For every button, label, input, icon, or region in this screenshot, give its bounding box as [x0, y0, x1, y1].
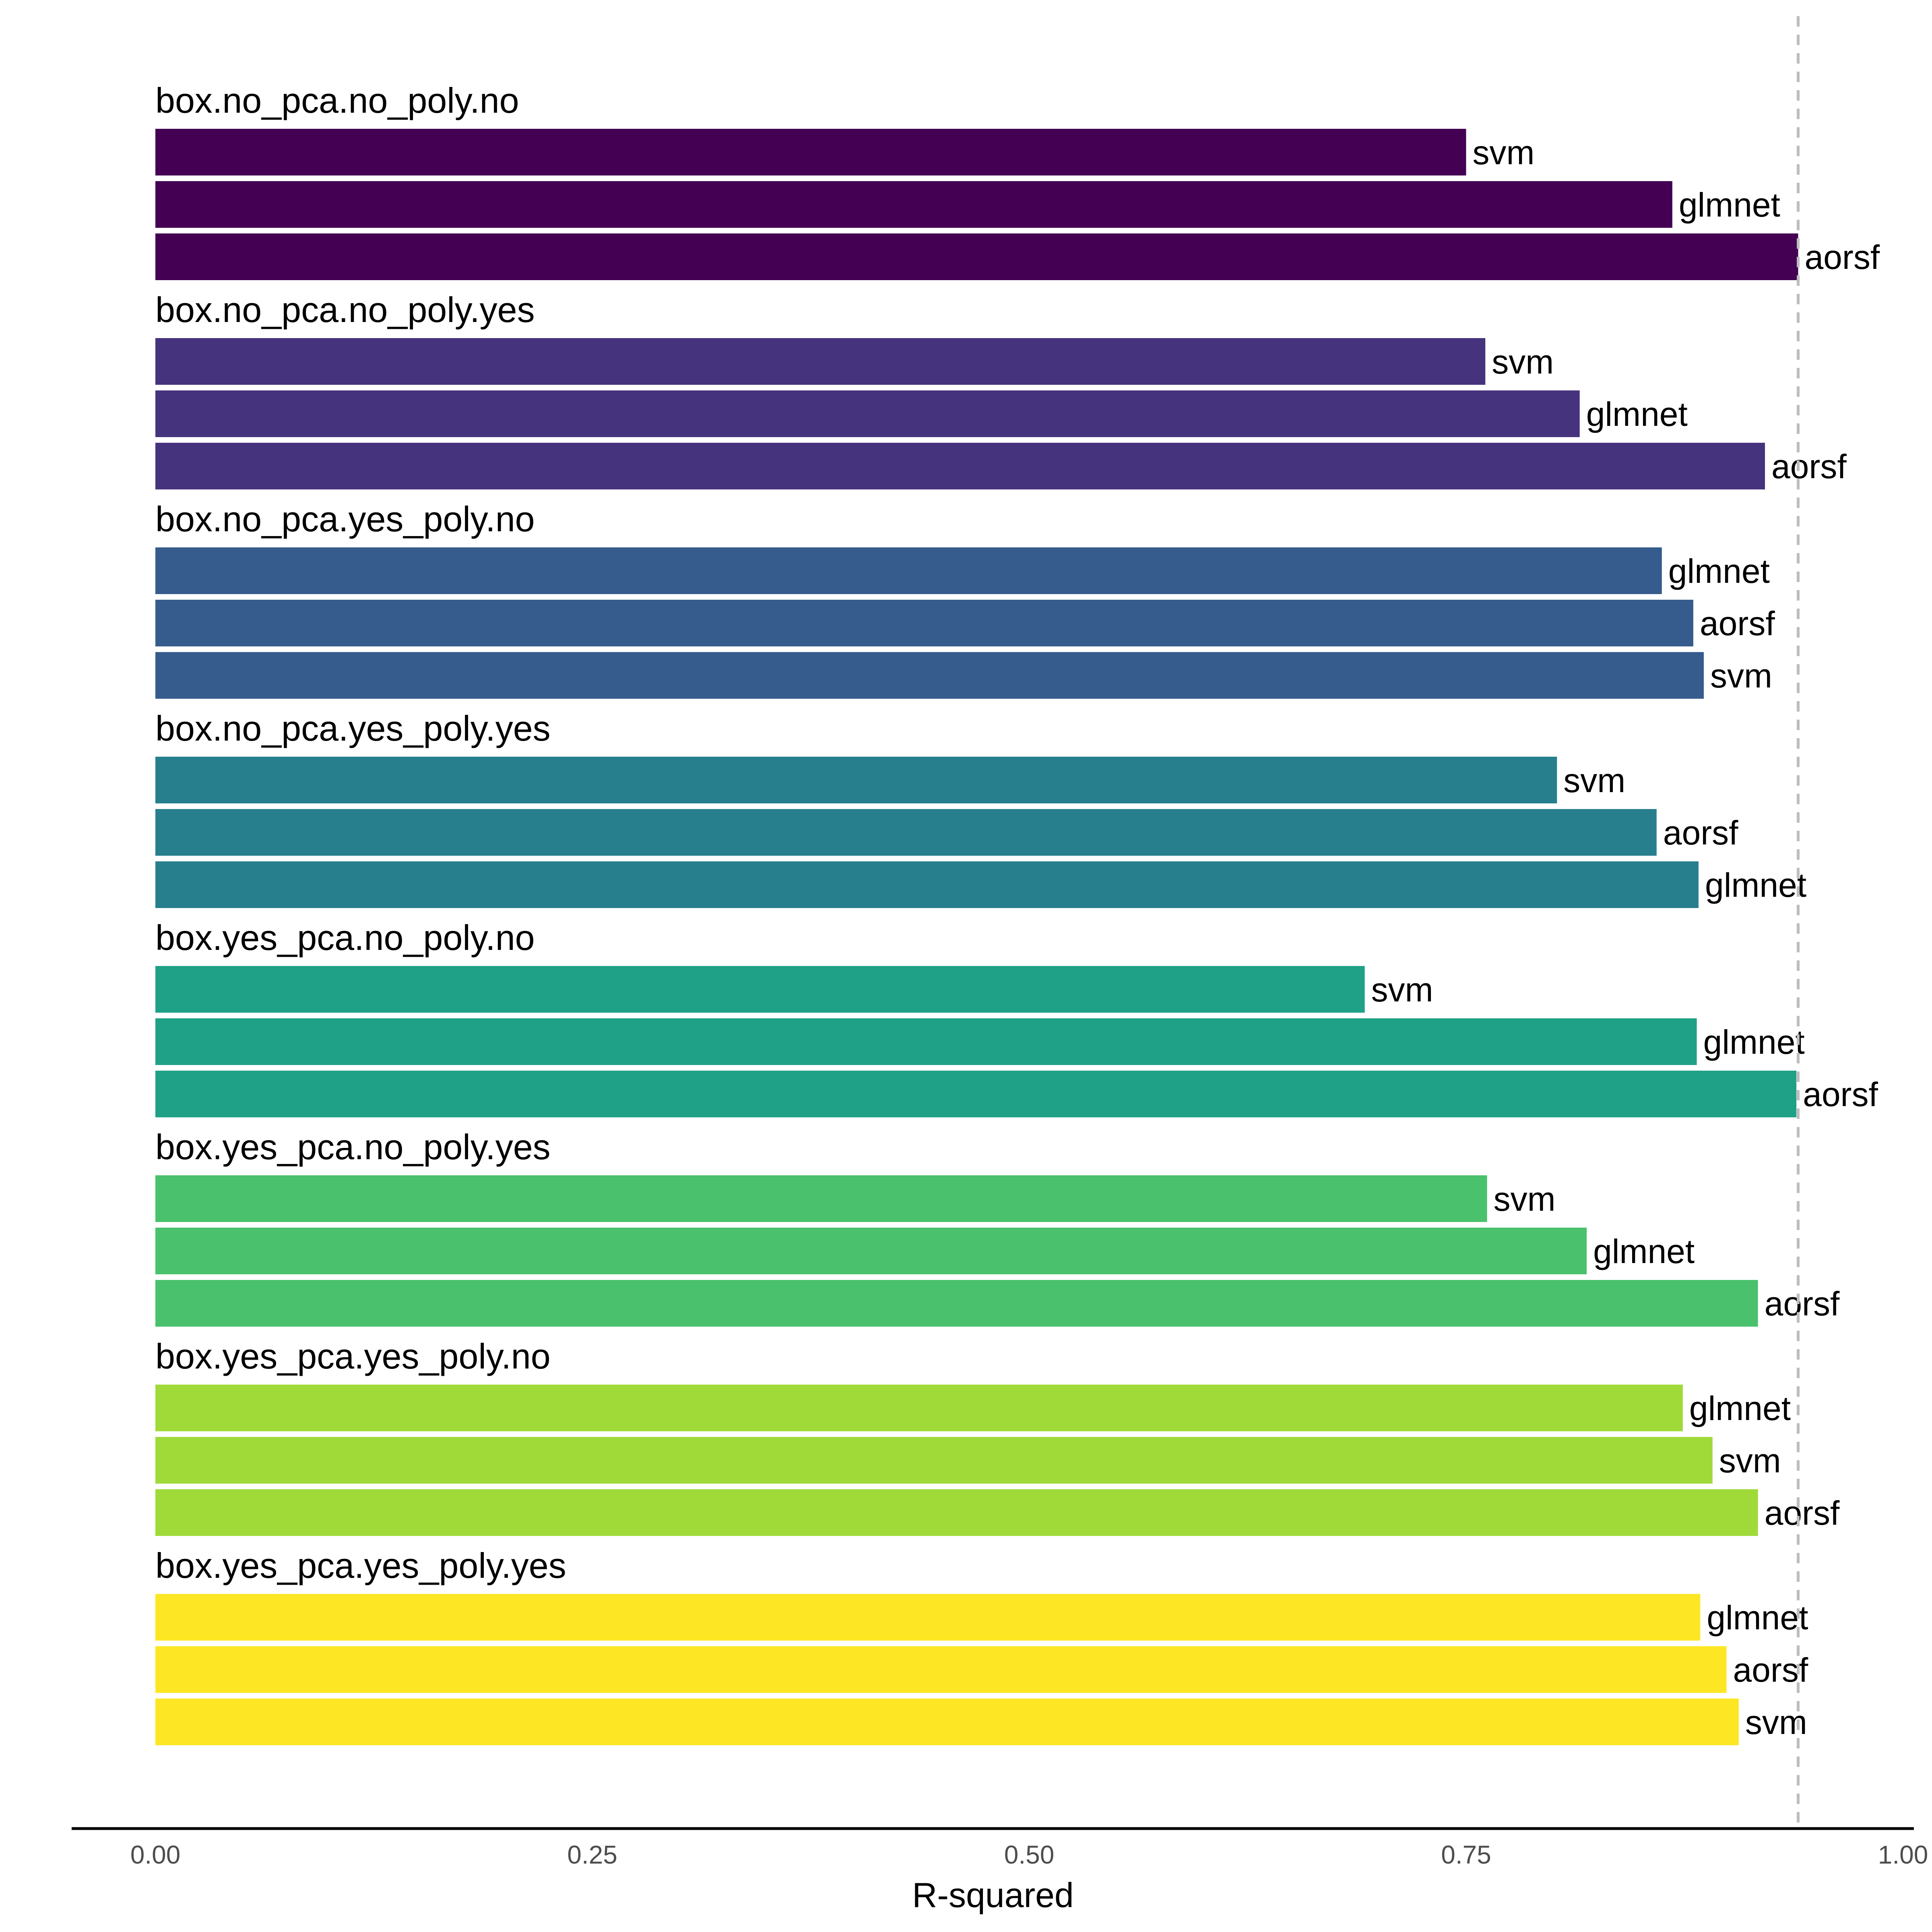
bar-svm: [155, 1437, 1713, 1484]
bar-label: svm: [1371, 971, 1433, 1009]
bar-glmnet: [155, 1228, 1587, 1274]
bar-label: svm: [1710, 657, 1772, 695]
bar-label: aorsf: [1803, 1075, 1878, 1113]
bar-label: glmnet: [1668, 552, 1770, 590]
bar-svm: [155, 652, 1704, 699]
x-tick-label: 0.75: [1441, 1840, 1491, 1869]
bar-aorsf: [155, 600, 1693, 646]
group-label: box.yes_pca.no_poly.yes: [155, 1127, 551, 1167]
bar-aorsf: [155, 1280, 1758, 1327]
bar-label: glmnet: [1689, 1389, 1791, 1427]
bar-aorsf: [155, 809, 1657, 856]
bar-aorsf: [155, 1646, 1727, 1693]
bar-label: glmnet: [1679, 186, 1780, 224]
group-label: box.no_pca.yes_poly.no: [155, 499, 535, 539]
bar-label: glmnet: [1586, 395, 1688, 433]
bar-aorsf: [155, 233, 1798, 280]
x-tick-label: 1.00: [1878, 1840, 1928, 1869]
group-label: box.no_pca.yes_poly.yes: [155, 708, 551, 748]
bar-glmnet: [155, 1385, 1683, 1431]
bar-svm: [155, 338, 1486, 385]
bar-label: svm: [1719, 1442, 1781, 1480]
plot-area: box.no_pca.no_poly.nosvmglmnetaorsfbox.n…: [155, 80, 1880, 1745]
group-label: box.no_pca.no_poly.no: [155, 80, 519, 120]
x-axis-title: R-squared: [912, 1876, 1074, 1915]
bar-glmnet: [155, 547, 1662, 594]
group-label: box.yes_pca.no_poly.no: [155, 918, 535, 958]
bar-label: svm: [1473, 134, 1535, 171]
bar-svm: [155, 757, 1557, 803]
bar-label: aorsf: [1804, 238, 1880, 276]
bar-label: glmnet: [1593, 1232, 1695, 1270]
bar-label: glmnet: [1705, 866, 1806, 904]
x-tick-label: 0.25: [567, 1840, 617, 1869]
bar-label: aorsf: [1771, 448, 1847, 485]
bar-label: aorsf: [1765, 1494, 1840, 1532]
bar-label: glmnet: [1707, 1599, 1808, 1637]
bar-aorsf: [155, 1071, 1797, 1117]
bar-glmnet: [155, 1594, 1701, 1641]
x-tick-label: 0.50: [1004, 1840, 1055, 1869]
bar-label: aorsf: [1700, 605, 1775, 642]
bar-label: svm: [1494, 1180, 1556, 1218]
bar-label: aorsf: [1733, 1651, 1808, 1689]
bar-glmnet: [155, 390, 1580, 437]
x-tick-label: 0.00: [130, 1840, 181, 1869]
bar-label: svm: [1492, 343, 1554, 381]
bar-label: glmnet: [1703, 1023, 1805, 1061]
bar-glmnet: [155, 1018, 1697, 1065]
bar-label: aorsf: [1765, 1285, 1840, 1323]
bar-aorsf: [155, 1489, 1758, 1536]
bar-svm: [155, 966, 1365, 1013]
bar-label: aorsf: [1663, 814, 1738, 852]
bar-svm: [155, 1699, 1739, 1745]
bar-glmnet: [155, 861, 1699, 908]
group-label: box.yes_pca.yes_poly.no: [155, 1336, 551, 1376]
bar-svm: [155, 129, 1466, 175]
x-axis: 0.00 0.25 0.50 0.75 1.00: [72, 1827, 1928, 1869]
group-label: box.yes_pca.yes_poly.yes: [155, 1546, 566, 1585]
bar-aorsf: [155, 443, 1765, 489]
bar-label: svm: [1563, 762, 1625, 799]
bar-svm: [155, 1175, 1487, 1222]
group-label: box.no_pca.no_poly.yes: [155, 290, 535, 330]
bar-glmnet: [155, 181, 1672, 228]
